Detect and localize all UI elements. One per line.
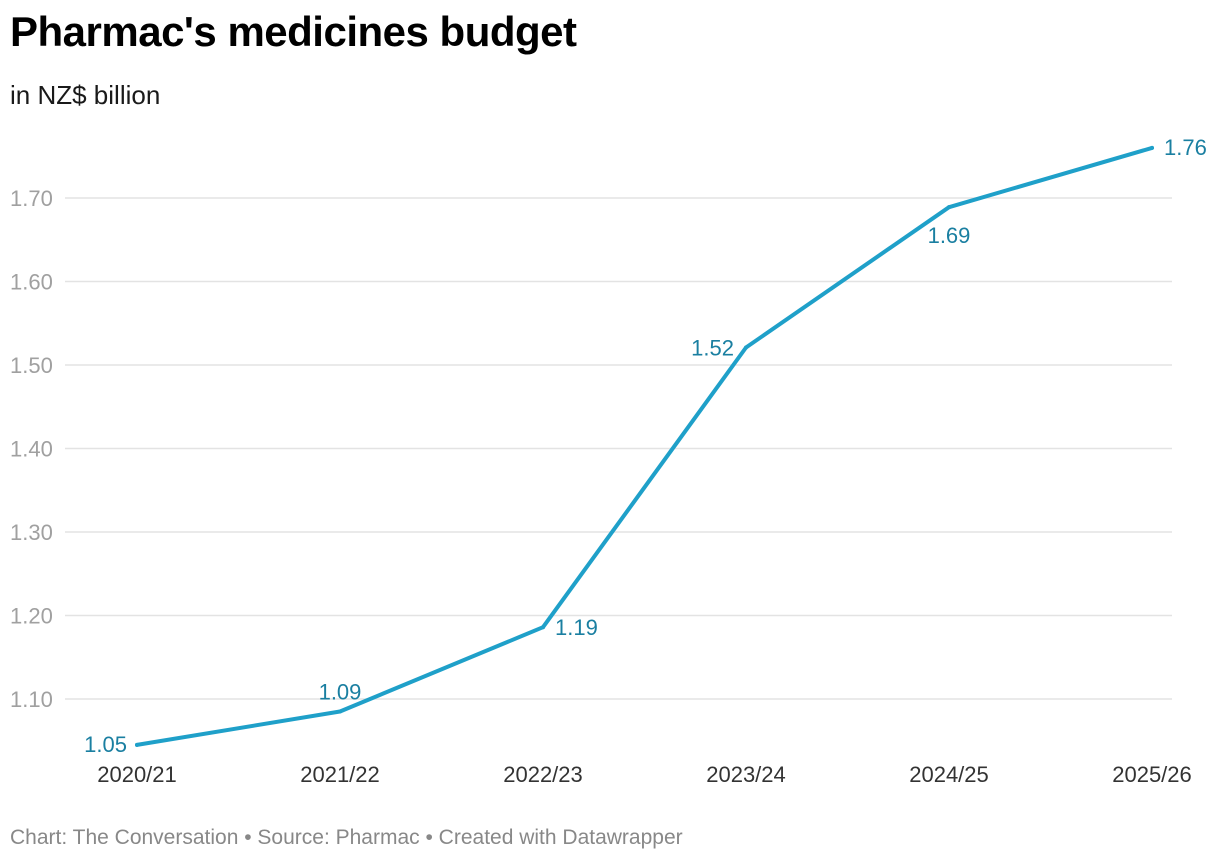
x-tick-label: 2020/21 (97, 762, 177, 787)
y-tick-label: 1.50 (10, 353, 53, 378)
y-tick-label: 1.70 (10, 186, 53, 211)
x-tick-label: 2023/24 (706, 762, 786, 787)
data-point (744, 345, 748, 350)
data-label: 1.76 (1164, 135, 1207, 160)
data-label: 1.52 (691, 335, 734, 360)
data-label: 1.19 (555, 615, 598, 640)
chart-title: Pharmac's medicines budget (10, 8, 577, 55)
data-point (1150, 145, 1154, 150)
data-label: 1.69 (928, 223, 971, 248)
chart-subtitle: in NZ$ billion (10, 80, 161, 110)
chart-footer: Chart: The Conversation • Source: Pharma… (10, 826, 683, 849)
y-tick-label: 1.30 (10, 520, 53, 545)
data-point (947, 205, 951, 210)
x-tick-label: 2022/23 (503, 762, 583, 787)
x-tick-label: 2024/25 (909, 762, 989, 787)
y-tick-label: 1.20 (10, 604, 53, 629)
series-line (135, 145, 1154, 747)
data-label: 1.09 (319, 680, 362, 705)
data-point (338, 709, 342, 714)
y-tick-label: 1.10 (10, 687, 53, 712)
x-tick-label: 2021/22 (300, 762, 380, 787)
y-tick-label: 1.60 (10, 270, 53, 295)
data-point (135, 742, 139, 747)
data-label: 1.05 (84, 732, 127, 757)
y-tick-label: 1.40 (10, 437, 53, 462)
x-tick-label: 2025/26 (1112, 762, 1192, 787)
data-point (541, 625, 545, 630)
